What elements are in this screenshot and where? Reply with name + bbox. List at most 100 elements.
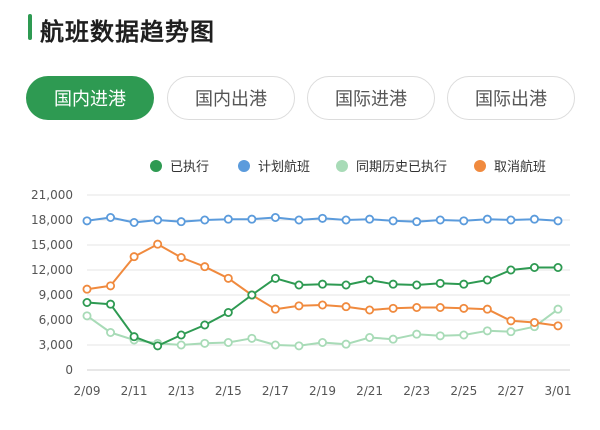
tab-international-departures[interactable]: 国际出港 — [447, 76, 575, 120]
legend-label-planned: 计划航班 — [258, 160, 311, 175]
data-point — [129, 217, 139, 227]
y-tick-label: 9,000 — [39, 288, 73, 302]
x-tick-label: 2/11 — [121, 384, 148, 398]
data-point — [200, 320, 210, 330]
data-point — [459, 330, 469, 340]
data-point — [106, 281, 116, 291]
data-point — [435, 278, 445, 288]
y-tick-label: 0 — [65, 363, 73, 377]
data-point — [153, 239, 163, 249]
data-point — [153, 341, 163, 351]
data-point — [176, 330, 186, 340]
data-point — [270, 340, 280, 350]
data-point — [200, 338, 210, 348]
data-point — [553, 216, 563, 226]
title-accent-bar — [28, 14, 32, 40]
data-point — [412, 217, 422, 227]
data-point — [506, 316, 516, 326]
data-point — [388, 279, 398, 289]
data-point — [200, 215, 210, 225]
data-point — [82, 297, 92, 307]
data-point — [553, 321, 563, 331]
legend-item-cancelled[interactable]: 取消航班 — [474, 156, 546, 175]
data-point — [317, 337, 327, 347]
data-point — [176, 340, 186, 350]
data-point — [435, 302, 445, 312]
data-point — [459, 216, 469, 226]
x-tick-label: 3/01 — [545, 384, 572, 398]
data-point — [223, 337, 233, 347]
data-point — [294, 341, 304, 351]
x-tick-label: 2/19 — [309, 384, 336, 398]
legend-item-executed[interactable]: 已执行 — [150, 156, 209, 175]
x-tick-label: 2/13 — [168, 384, 195, 398]
data-point — [435, 331, 445, 341]
data-point — [247, 333, 257, 343]
x-tick-label: 2/27 — [497, 384, 524, 398]
data-point — [529, 317, 539, 327]
data-point — [270, 304, 280, 314]
legend-item-history[interactable]: 同期历史已执行 — [336, 156, 447, 175]
data-point — [341, 302, 351, 312]
data-point — [153, 215, 163, 225]
data-point — [82, 311, 92, 321]
y-tick-label: 12,000 — [31, 263, 73, 277]
data-point — [270, 212, 280, 222]
tab-international-arrivals[interactable]: 国际进港 — [307, 76, 435, 120]
legend-dot-executed — [150, 159, 162, 172]
legend-label-history: 同期历史已执行 — [356, 160, 448, 175]
data-point — [459, 279, 469, 289]
data-point — [270, 273, 280, 283]
data-point — [223, 273, 233, 283]
data-point — [223, 214, 233, 224]
x-tick-label: 2/15 — [215, 384, 242, 398]
legend-item-planned[interactable]: 计划航班 — [238, 156, 310, 175]
data-point — [365, 305, 375, 315]
data-point — [365, 332, 375, 342]
y-tick-label: 18,000 — [31, 213, 73, 227]
data-point — [459, 303, 469, 313]
data-point — [529, 214, 539, 224]
data-point — [317, 279, 327, 289]
x-tick-label: 2/23 — [403, 384, 430, 398]
data-point — [294, 280, 304, 290]
data-point — [529, 262, 539, 272]
data-point — [435, 215, 445, 225]
data-point — [176, 217, 186, 227]
data-point — [341, 215, 351, 225]
data-point — [482, 275, 492, 285]
data-point — [553, 304, 563, 314]
data-point — [106, 212, 116, 222]
data-point — [200, 262, 210, 272]
x-tick-label: 2/25 — [450, 384, 477, 398]
data-point — [176, 252, 186, 262]
data-point — [506, 215, 516, 225]
data-point — [294, 215, 304, 225]
data-point — [129, 332, 139, 342]
data-point — [506, 265, 516, 275]
data-point — [482, 214, 492, 224]
data-point — [365, 214, 375, 224]
page-title: 航班数据趋势图 — [40, 18, 215, 46]
legend-label-executed: 已执行 — [170, 160, 210, 175]
data-point — [388, 334, 398, 344]
tab-domestic-arrivals[interactable]: 国内进港 — [26, 76, 154, 120]
data-point — [482, 304, 492, 314]
y-tick-label: 3,000 — [39, 338, 73, 352]
data-point — [294, 301, 304, 311]
data-point — [341, 339, 351, 349]
data-point — [317, 300, 327, 310]
y-tick-label: 15,000 — [31, 238, 73, 252]
data-point — [388, 303, 398, 313]
data-point — [106, 327, 116, 337]
legend-dot-cancelled — [474, 159, 486, 172]
chart-legend: 已执行 计划航班 同期历史已执行 取消航班 — [0, 156, 600, 176]
data-point — [365, 275, 375, 285]
tab-domestic-departures[interactable]: 国内出港 — [167, 76, 295, 120]
data-point — [482, 326, 492, 336]
data-point — [553, 262, 563, 272]
x-tick-label: 2/21 — [356, 384, 383, 398]
legend-dot-history — [336, 159, 348, 172]
data-point — [247, 290, 257, 300]
